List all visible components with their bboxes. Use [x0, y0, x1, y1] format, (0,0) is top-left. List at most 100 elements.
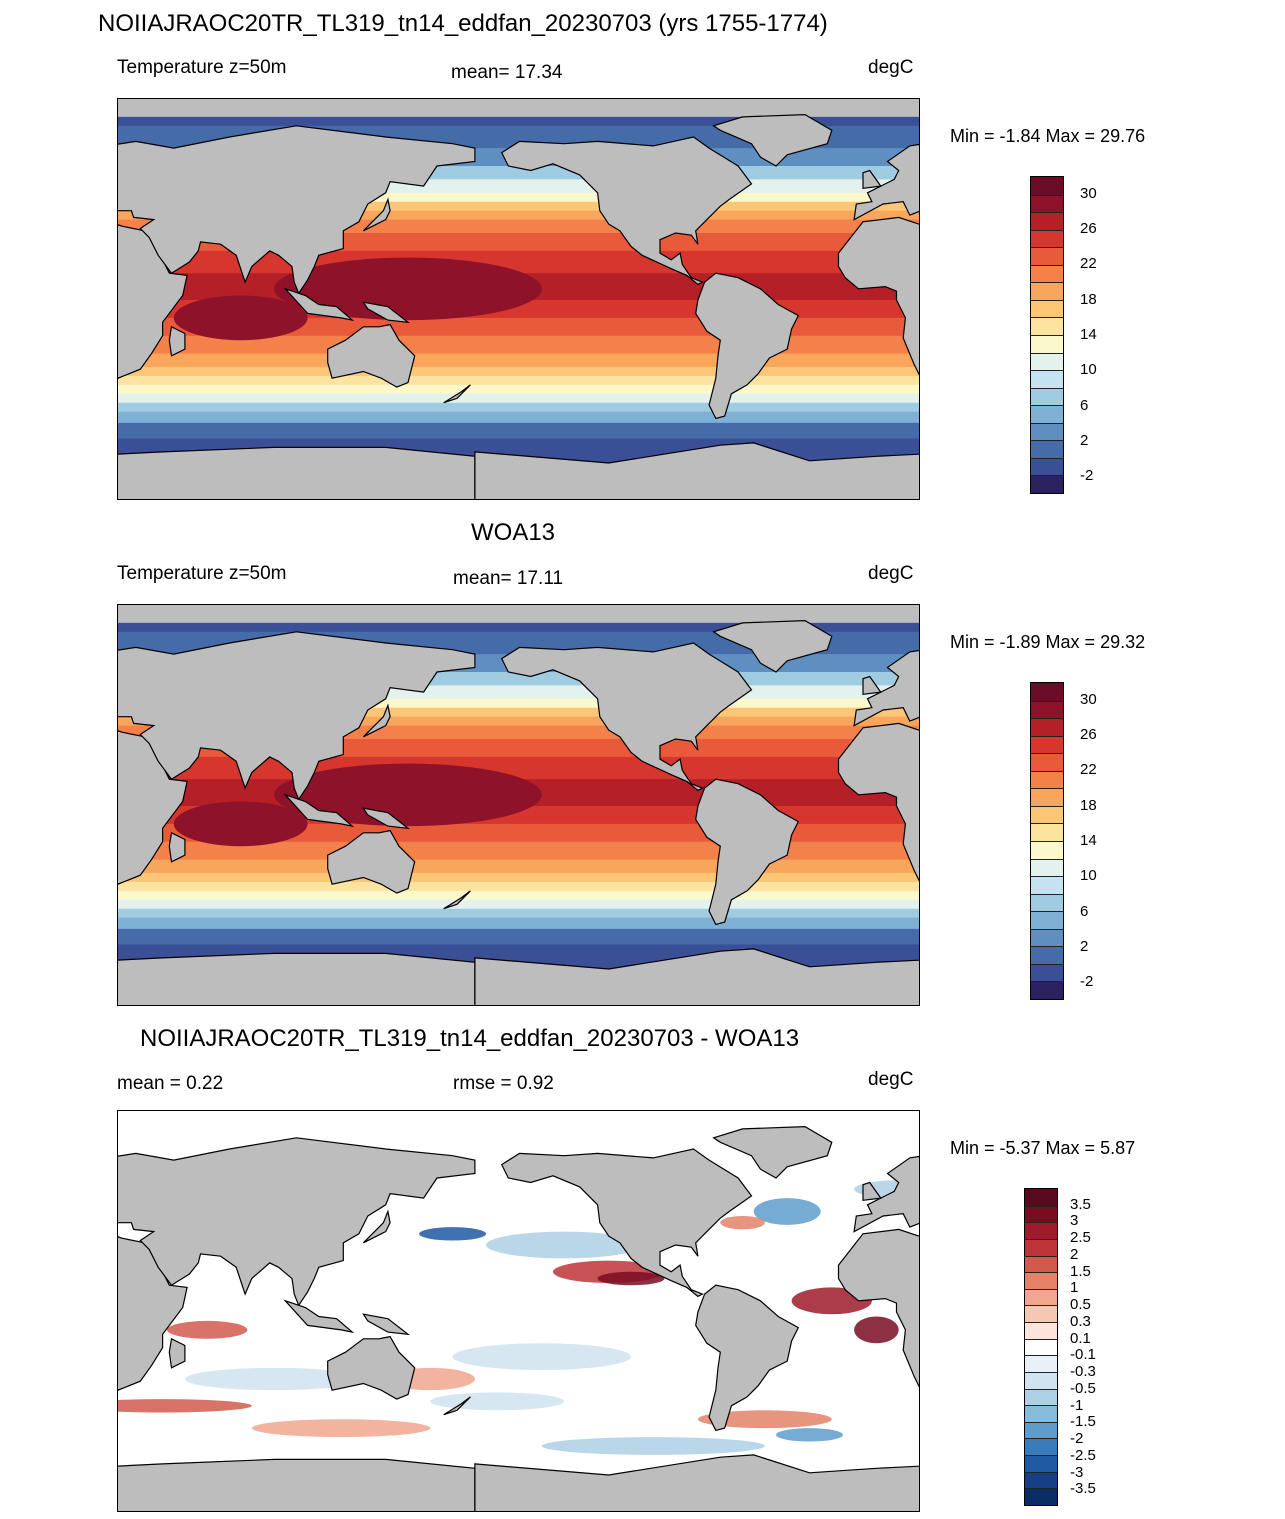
arctic-ice [118, 99, 919, 117]
colorbar-segment [1025, 1421, 1057, 1440]
anomaly-patch [697, 1410, 832, 1429]
land-mass [853, 143, 919, 221]
land-mass [168, 325, 186, 357]
land-mass [853, 1155, 919, 1233]
colorbar-segment [1025, 1222, 1057, 1240]
colorbar-tick-label: 14 [1080, 832, 1097, 849]
colorbar-tick-label: 2.5 [1070, 1229, 1091, 1247]
colorbar-segment [1031, 194, 1063, 214]
colorbar-tick-label: 30 [1080, 184, 1097, 202]
temperature-band [118, 928, 919, 945]
colorbar-tick-label: -0.3 [1070, 1363, 1096, 1381]
temperature-band [118, 411, 919, 424]
colorbar-segment [1031, 264, 1063, 284]
land-mass [362, 197, 391, 232]
colorbar-segment [1025, 1272, 1057, 1290]
colorbar-tick-label: -2 [1070, 1430, 1084, 1448]
colorbar-segment [1031, 457, 1063, 477]
panel2-mean-label: mean= 17.11 [453, 568, 564, 589]
land-mass [362, 1209, 391, 1244]
colorbar-tick-label: -2 [1080, 973, 1094, 991]
colorbar-tick-label: 0.3 [1070, 1312, 1091, 1330]
land-mass [712, 619, 833, 673]
land-mass [118, 446, 476, 499]
colorbar-segment [1031, 335, 1063, 354]
anomaly-patch [541, 1437, 765, 1455]
panel3-units-label: degC [868, 1069, 914, 1090]
colorbar-segment [1025, 1388, 1057, 1407]
temperature-band [118, 201, 919, 212]
anomaly-patch [597, 1271, 665, 1286]
colorbar-tick-label: 14 [1080, 326, 1097, 343]
colorbar-segment [1025, 1189, 1057, 1207]
colorbar-segment [1031, 858, 1063, 878]
panel1-minmax: Min = -1.84 Max = 29.76 [950, 126, 1146, 146]
panel2-colorbar [1030, 682, 1064, 1000]
land-mass [118, 952, 476, 1005]
land-mass [862, 1181, 882, 1201]
colorbar-segment [1031, 475, 1063, 493]
colorbar-tick-label: 3.5 [1070, 1195, 1091, 1213]
colorbar-segment [1025, 1338, 1057, 1357]
colorbar-segment [1031, 387, 1063, 407]
panel2-minmax: Min = -1.89 Max = 29.32 [950, 632, 1146, 652]
colorbar-segment [1031, 299, 1063, 319]
land-mass [168, 831, 186, 863]
temperature-band [118, 402, 919, 413]
panel1-mean-label: mean= 17.34 [451, 62, 563, 83]
colorbar-segment [1025, 1355, 1057, 1373]
colorbar-segment [1031, 981, 1063, 999]
temperature-band [118, 353, 919, 368]
temperature-band [118, 890, 919, 901]
land-mass [118, 631, 476, 801]
colorbar-segment [1025, 1455, 1057, 1473]
temperature-band [118, 384, 919, 395]
colorbar-tick-label: -0.5 [1070, 1379, 1096, 1397]
panel3-minmax: Min = -5.37 Max = 5.87 [950, 1138, 1136, 1158]
colorbar-tick-label: 6 [1080, 396, 1089, 414]
colorbar-segment [1025, 1488, 1057, 1505]
panel3-map-graphic [118, 1111, 919, 1511]
panel2-units-label: degC [868, 563, 914, 584]
panel1-title: NOIIAJRAOC20TR_TL319_tn14_eddfan_2023070… [98, 10, 828, 37]
colorbar-tick-label: 2 [1080, 938, 1089, 955]
warm-pool [173, 801, 308, 847]
colorbar-segment [1031, 823, 1063, 842]
colorbar-segment [1031, 770, 1063, 790]
panel3-rmse-label: rmse = 0.92 [453, 1073, 554, 1094]
anomaly-patch [776, 1428, 843, 1442]
anomaly-patch [854, 1316, 899, 1344]
land-mass [118, 1458, 476, 1511]
land-mass [862, 169, 882, 189]
land-mass [837, 722, 919, 882]
colorbar-segment [1025, 1288, 1057, 1307]
land-mass [327, 829, 416, 894]
colorbar-segment [1031, 422, 1063, 442]
colorbar-segment [1031, 370, 1063, 389]
colorbar-segment [1031, 352, 1063, 372]
colorbar-tick-label: -1.5 [1070, 1413, 1096, 1431]
temperature-band [118, 393, 919, 404]
panel2-map [117, 604, 920, 1006]
land-mass [695, 272, 800, 420]
land-mass [118, 1137, 476, 1307]
temperature-band [118, 210, 919, 221]
colorbar-segment [1031, 805, 1063, 825]
colorbar-tick-label: 18 [1080, 796, 1097, 814]
colorbar-tick-label: 0.1 [1070, 1329, 1091, 1347]
colorbar-segment [1031, 841, 1063, 860]
colorbar-tick-label: 0.5 [1070, 1296, 1091, 1314]
panel1-map-graphic [118, 99, 919, 499]
anomaly-patch [486, 1231, 643, 1259]
colorbar-tick-label: -3 [1070, 1463, 1084, 1481]
colorbar-segment [1031, 700, 1063, 720]
colorbar-segment [1025, 1238, 1057, 1257]
land-mass [118, 125, 476, 295]
land-mass [443, 1396, 471, 1416]
colorbar-tick-label: 3 [1070, 1212, 1079, 1230]
panel2-map-graphic [118, 605, 919, 1005]
colorbar-tick-label: 26 [1080, 220, 1097, 237]
colorbar-segment [1031, 876, 1063, 895]
colorbar-tick-label: 18 [1080, 290, 1097, 308]
land-mass [474, 442, 919, 499]
